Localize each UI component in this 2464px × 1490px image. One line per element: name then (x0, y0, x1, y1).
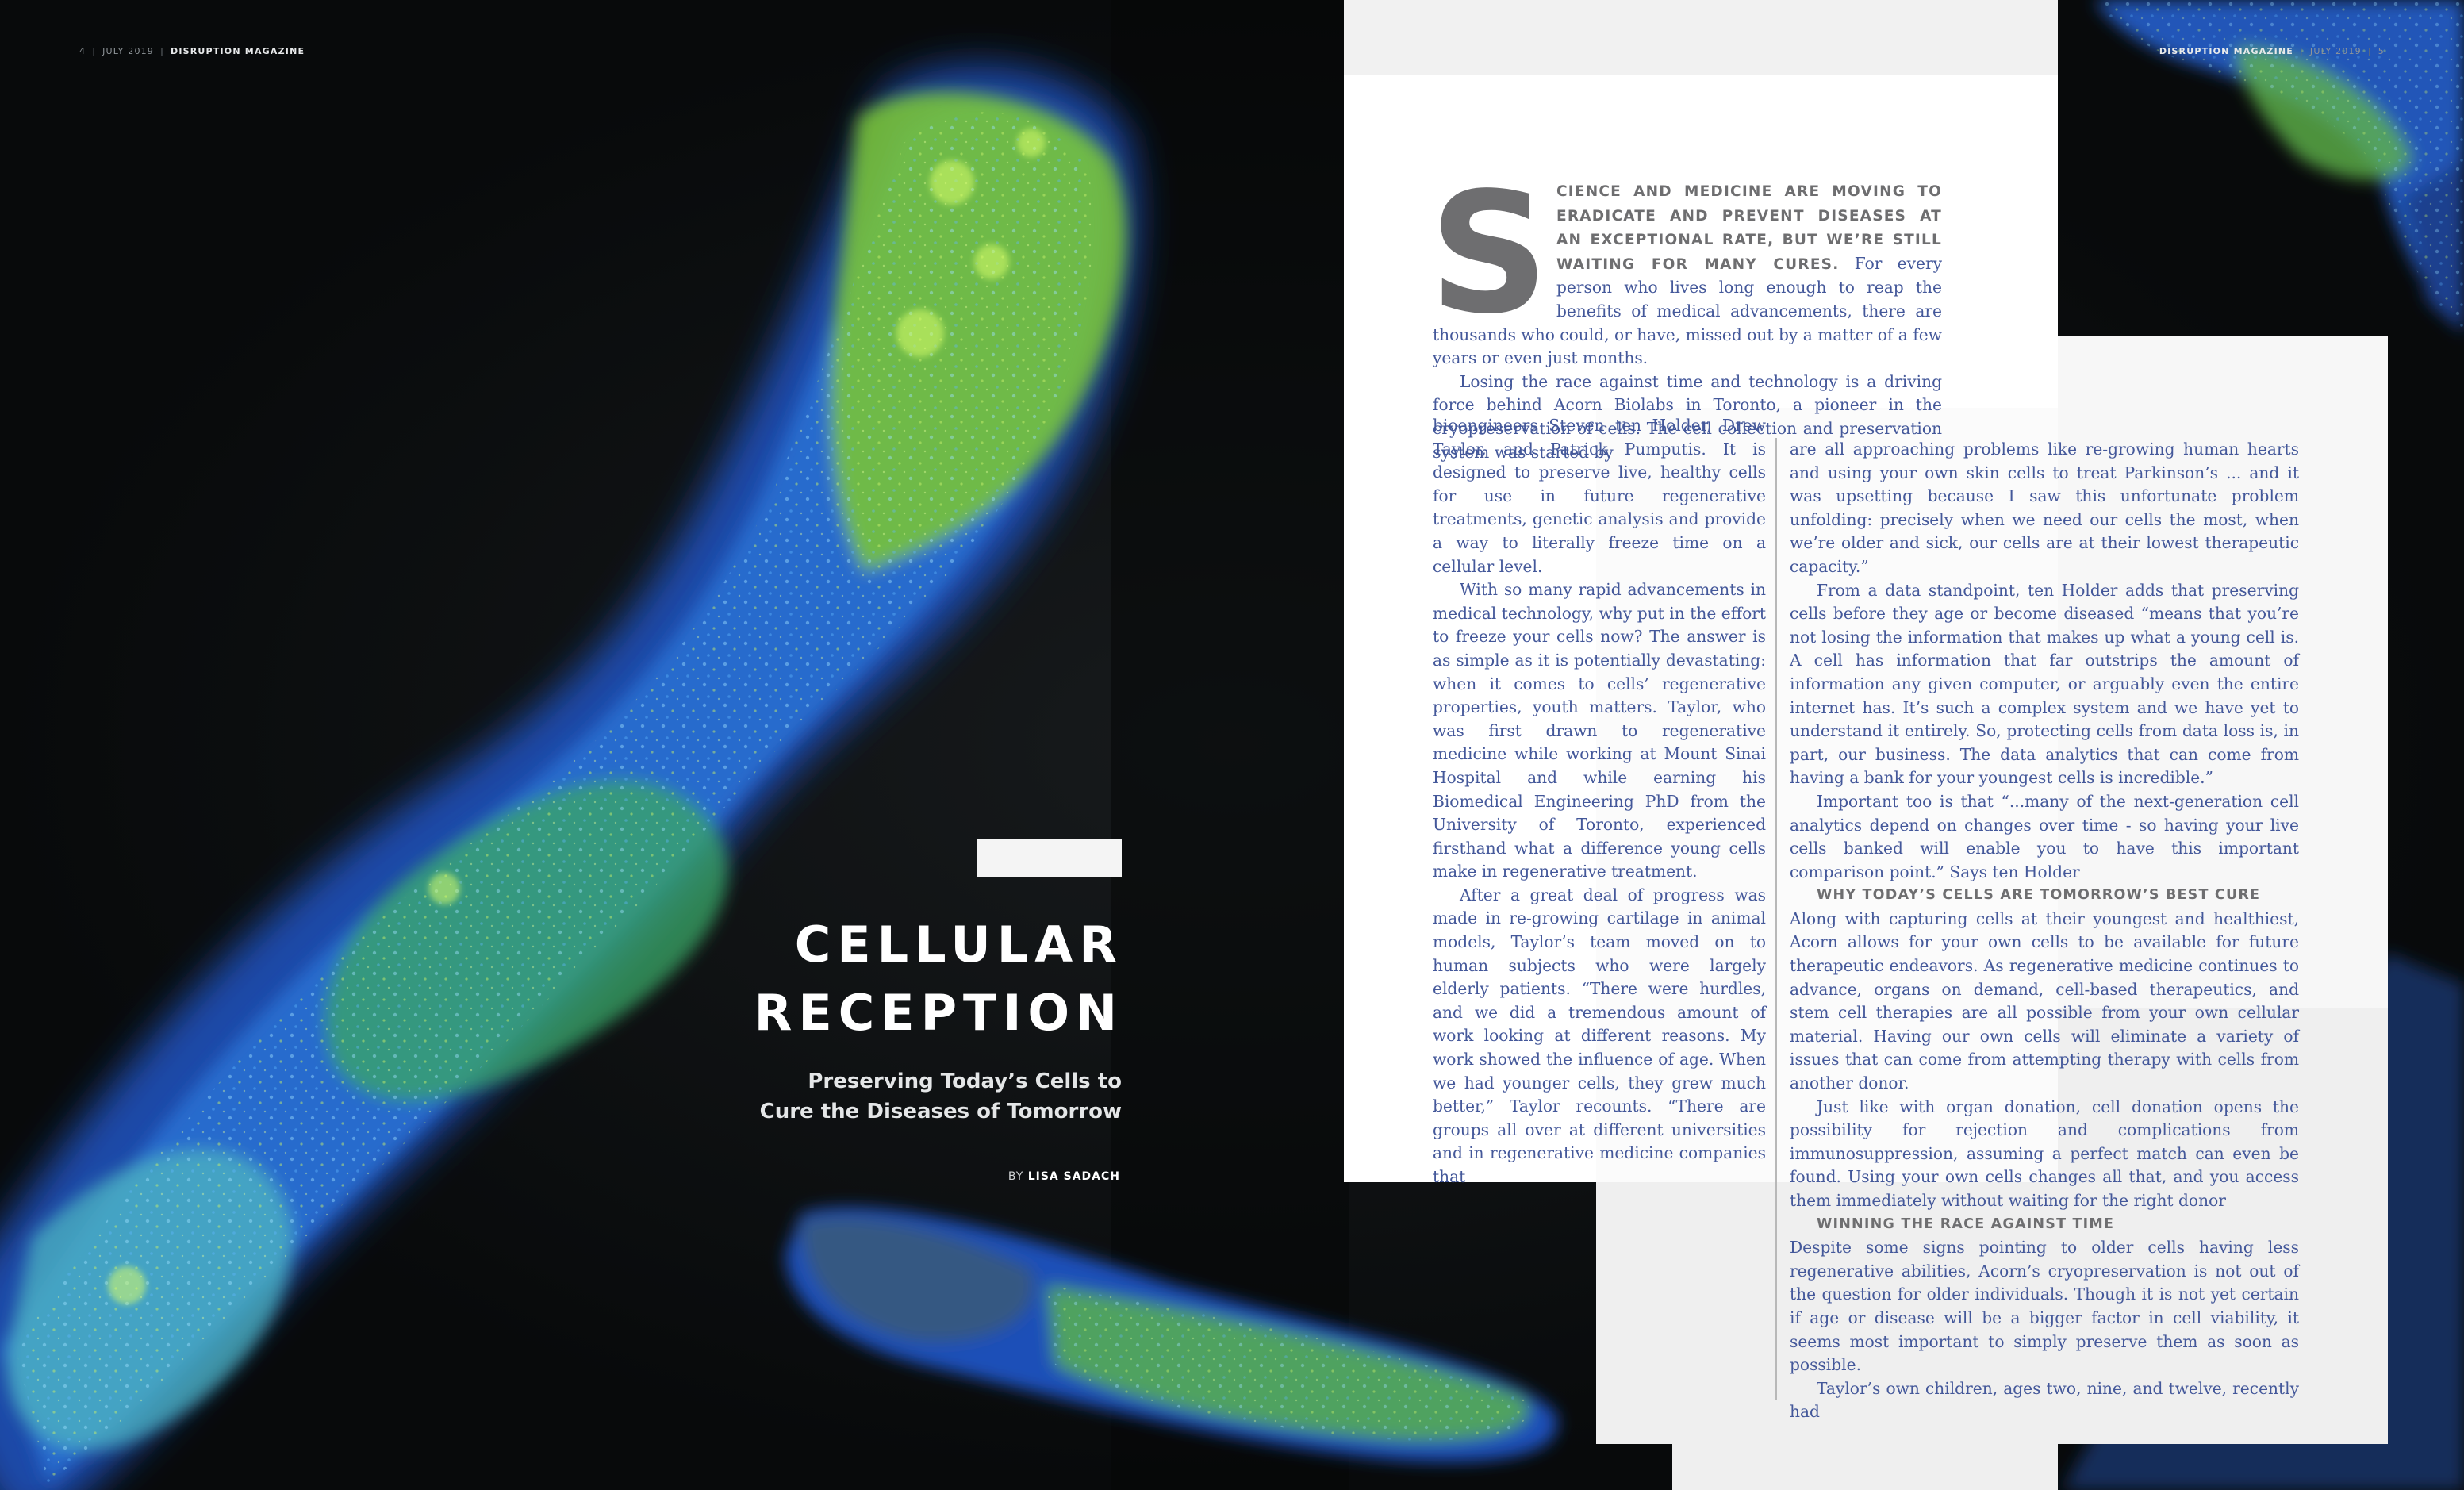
page-panel (1596, 408, 2058, 1182)
issue-date: JULY 2019 (2309, 46, 2362, 56)
lead-text: For every person who lives long enough t… (1433, 253, 1942, 368)
issue-date: JULY 2019 (102, 46, 155, 56)
subtitle-line: Preserving Today’s Cells to (808, 1069, 1122, 1093)
title-line: CELLULAR (794, 916, 1123, 973)
lead-caps: CIENCE AND MEDICINE ARE MOVING TO ERADIC… (1556, 183, 1942, 273)
column-right: are all approaching problems like re-gro… (1790, 438, 2299, 1424)
paragraph: Important too is that “...many of the ne… (1790, 791, 2299, 881)
paragraph: After a great deal of progress was made … (1433, 885, 1766, 1186)
page-panel (1344, 0, 2058, 75)
column-left: bioengineers Steven ten Holder, Drew Tay… (1433, 414, 1766, 1189)
magazine-name: DISRUPTION MAGAZINE (2159, 46, 2293, 56)
paragraph: With so many rapid advancements in medic… (1433, 580, 1766, 881)
subtitle-line: Cure the Diseases of Tomorrow (759, 1100, 1122, 1123)
dropcap-letter: S (1433, 184, 1545, 319)
title-accent-bar (977, 839, 1122, 877)
folio-left: 4 | JULY 2019 | DISRUPTION MAGAZINE (79, 46, 305, 56)
lead-paragraph: CIENCE AND MEDICINE ARE MOVING TO ERADIC… (1433, 179, 1942, 371)
column-rule (1775, 438, 1777, 1400)
article-lead: S CIENCE AND MEDICINE ARE MOVING TO ERAD… (1433, 179, 1942, 464)
paragraph: are all approaching problems like re-gro… (1790, 440, 2299, 576)
paragraph: Along with capturing cells at their youn… (1790, 908, 2299, 1093)
paragraph: From a data standpoint, ten Holder adds … (1790, 580, 2299, 788)
page-number: 5 (2378, 46, 2385, 56)
byline-prefix: BY (1007, 1170, 1024, 1183)
paragraph: bioengineers Steven ten Holder, Drew Tay… (1433, 416, 1766, 576)
article-subtitle: Preserving Today’s Cells to Cure the Dis… (682, 1066, 1122, 1127)
magazine-name: DISRUPTION MAGAZINE (171, 46, 305, 56)
paragraph: Taylor’s own children, ages two, nine, a… (1790, 1378, 2299, 1422)
title-line: RECEPTION (754, 984, 1123, 1042)
paragraph: Despite some signs pointing to older cel… (1790, 1238, 2299, 1375)
section-heading: WHY TODAY’S CELLS ARE TOMORROW’S BEST CU… (1817, 887, 2261, 904)
section-heading: WINNING THE RACE AGAINST TIME (1817, 1215, 2115, 1232)
page-panel (1672, 1182, 2058, 1490)
folio-right: DISRUPTION MAGAZINE | JULY 2019 | 5 (2159, 46, 2385, 56)
byline: BY LISA SADACH (873, 1170, 1120, 1183)
paragraph: Just like with organ donation, cell dona… (1790, 1096, 2299, 1210)
paragraph: Losing the race against time and technol… (1433, 371, 1942, 462)
article-title: CELLULAR RECEPTION (714, 911, 1123, 1047)
page-number: 4 (79, 46, 86, 56)
author-name: LISA SADACH (1027, 1170, 1120, 1183)
dropcap: S (1433, 184, 1545, 319)
